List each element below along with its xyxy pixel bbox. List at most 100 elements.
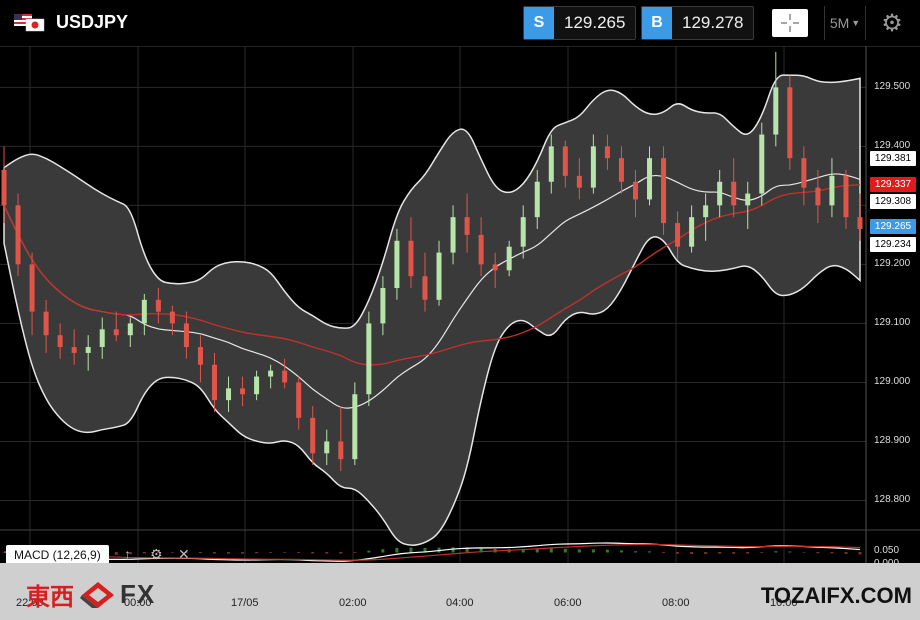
macd-histogram-bar: [241, 552, 245, 554]
macd-histogram-bar: [802, 552, 806, 553]
candle-body: [801, 158, 807, 188]
macd-histogram-bar: [676, 552, 680, 554]
price-tick-label: 128.900: [874, 435, 911, 447]
macd-histogram-bar: [325, 552, 329, 554]
macd-histogram-bar: [535, 548, 539, 553]
candle-body: [787, 87, 793, 159]
sell-tag: S: [524, 7, 554, 39]
candle-body: [211, 364, 217, 401]
time-tick-label: 17/05: [231, 597, 259, 609]
macd-histogram-bar: [339, 552, 343, 554]
macd-histogram-bar: [732, 552, 736, 554]
candle-body: [745, 193, 751, 206]
candle-body: [43, 311, 49, 336]
settings-button[interactable]: ⚙: [872, 6, 912, 40]
macd-histogram-bar: [184, 552, 188, 553]
macd-histogram-bar: [367, 550, 371, 553]
candle-body: [296, 382, 302, 418]
candle-body: [240, 388, 246, 395]
macd-histogram-bar: [788, 551, 792, 553]
candle-body: [661, 158, 667, 224]
price-tag: 129.265: [870, 219, 916, 235]
candle-body: [127, 323, 133, 336]
candle-body: [338, 441, 344, 460]
macd-histogram-bar: [409, 547, 413, 553]
macd-histogram-bar: [704, 552, 708, 555]
arrow-up-icon[interactable]: ↑: [124, 546, 131, 562]
time-tick-label: 08:00: [662, 597, 690, 609]
candle-body: [394, 240, 400, 288]
macd-histogram-bar: [563, 548, 567, 553]
macd-histogram-bar: [760, 552, 764, 553]
price-chart[interactable]: [0, 46, 920, 563]
macd-histogram-bar: [830, 552, 834, 554]
macd-histogram-bar: [255, 552, 259, 554]
candle-body: [815, 187, 821, 206]
candle-body: [534, 181, 540, 218]
candle-body: [675, 223, 681, 247]
candle-body: [29, 264, 35, 312]
candle-body: [717, 181, 723, 206]
gear-icon[interactable]: ⚙: [150, 546, 163, 562]
candle-body: [1, 169, 7, 206]
gear-icon: ⚙: [881, 9, 903, 37]
candle-body: [113, 329, 119, 336]
candle-body: [478, 234, 484, 265]
macd-histogram-bar: [353, 552, 357, 553]
macd-histogram-bar: [816, 552, 820, 554]
candle-body: [450, 217, 456, 253]
time-tick-label: 04:00: [446, 597, 474, 609]
macd-histogram-bar: [648, 551, 652, 553]
candle-body: [436, 252, 442, 300]
macd-histogram-bar: [311, 552, 315, 554]
time-tick-label: 02:00: [339, 597, 367, 609]
price-tag: 129.308: [870, 193, 916, 209]
macd-histogram-bar: [283, 552, 287, 553]
candle-body: [422, 276, 428, 300]
macd-histogram-bar: [423, 547, 427, 553]
buy-quote-button[interactable]: B 129.278: [641, 6, 755, 40]
price-tick-label: 129.500: [874, 81, 911, 93]
macd-histogram-bar: [451, 547, 455, 553]
timeframe-dropdown[interactable]: 5M ▼: [824, 6, 866, 40]
site-url: TOZAIFX.COM: [760, 583, 912, 608]
candle-body: [366, 323, 372, 395]
macd-histogram-bar: [577, 549, 581, 553]
sell-quote-button[interactable]: S 129.265: [523, 6, 637, 40]
candle-body: [155, 299, 161, 312]
close-icon[interactable]: ✕: [178, 546, 190, 562]
brand-logo: 東西 FX: [26, 577, 155, 612]
macd-label[interactable]: MACD (12,26,9): [6, 545, 109, 565]
macd-histogram-bar: [479, 548, 483, 553]
candle-body: [773, 87, 779, 135]
candle-body: [520, 217, 526, 247]
usd-jpy-flag-icon: [14, 14, 45, 32]
macd-histogram-bar: [170, 552, 174, 553]
buy-price: 129.278: [682, 13, 744, 32]
brand-fx: FX: [120, 579, 156, 609]
candle-body: [562, 146, 568, 176]
macd-line: [3, 542, 861, 562]
candle-body: [57, 335, 63, 348]
macd-histogram-bar: [156, 552, 160, 553]
macd-histogram-bar: [465, 547, 469, 553]
candle-body: [183, 323, 189, 348]
candle-body: [703, 205, 709, 218]
moving-average-line: [3, 184, 861, 366]
candle-body: [632, 181, 638, 200]
crosshair-button[interactable]: [772, 9, 808, 37]
price-tick-label: 129.100: [874, 317, 911, 329]
price-tag: 129.381: [870, 150, 916, 166]
top-toolbar: USDJPY S 129.265 B 129.278 5M ▼ ⚙: [0, 0, 920, 47]
candle-body: [759, 134, 765, 194]
macd-histogram-bar: [549, 548, 553, 553]
macd-histogram-bar: [619, 550, 623, 553]
macd-histogram-bar: [297, 552, 301, 553]
candle-body: [352, 394, 358, 460]
price-tick-label: 129.000: [874, 376, 911, 388]
macd-histogram-bar: [114, 552, 118, 555]
macd-histogram-bar: [844, 552, 848, 554]
macd-histogram-bar: [858, 552, 862, 555]
candle-body: [169, 311, 175, 324]
price-tag: 129.337: [870, 176, 916, 192]
